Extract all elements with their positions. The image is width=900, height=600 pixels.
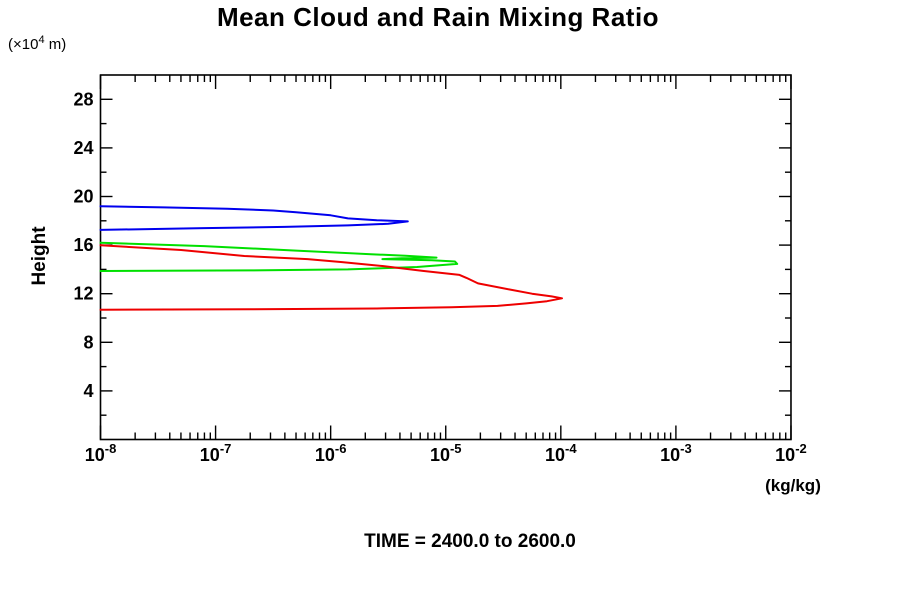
x-tick-label: 10-7	[200, 441, 232, 465]
x-tick-label: 10-2	[775, 441, 807, 465]
x-tick-label: 10-4	[545, 441, 577, 465]
y-tick-label: 4	[83, 381, 93, 401]
y-axis-title: Height	[29, 226, 50, 286]
y-tick-label: 12	[73, 284, 93, 304]
plot-area: 10-8 10-7 10-6 10-5 10-4 10-3 10-2 28 24 20 16 12 8 4	[73, 74, 807, 465]
y-units-prefix: (×10	[8, 36, 39, 53]
x-axis-units: (kg/kg)	[765, 476, 821, 495]
y-tick-label: 24	[73, 138, 93, 158]
time-range-caption: TIME = 2400.0 to 2600.0	[364, 531, 576, 552]
red-curve	[99, 244, 563, 311]
blue-curve	[99, 205, 409, 231]
plot-border	[99, 74, 792, 441]
y-units-exponent: 4	[38, 34, 45, 46]
y-tick-label: 16	[73, 235, 93, 255]
x-tick-label: 10-6	[315, 441, 347, 465]
y-tick-label: 8	[83, 332, 93, 352]
y-units-suffix: m)	[44, 36, 67, 53]
chart-title: Mean Cloud and Rain Mixing Ratio	[216, 2, 660, 32]
green-curve	[99, 241, 459, 272]
x-tick-label: 10-5	[430, 441, 462, 465]
y-tick-label: 20	[73, 187, 93, 207]
y-tick-label: 28	[73, 89, 93, 109]
y-axis-units: (×104 m)	[8, 34, 66, 53]
x-tick-label: 10-8	[85, 441, 117, 465]
x-tick-label: 10-3	[660, 441, 692, 465]
